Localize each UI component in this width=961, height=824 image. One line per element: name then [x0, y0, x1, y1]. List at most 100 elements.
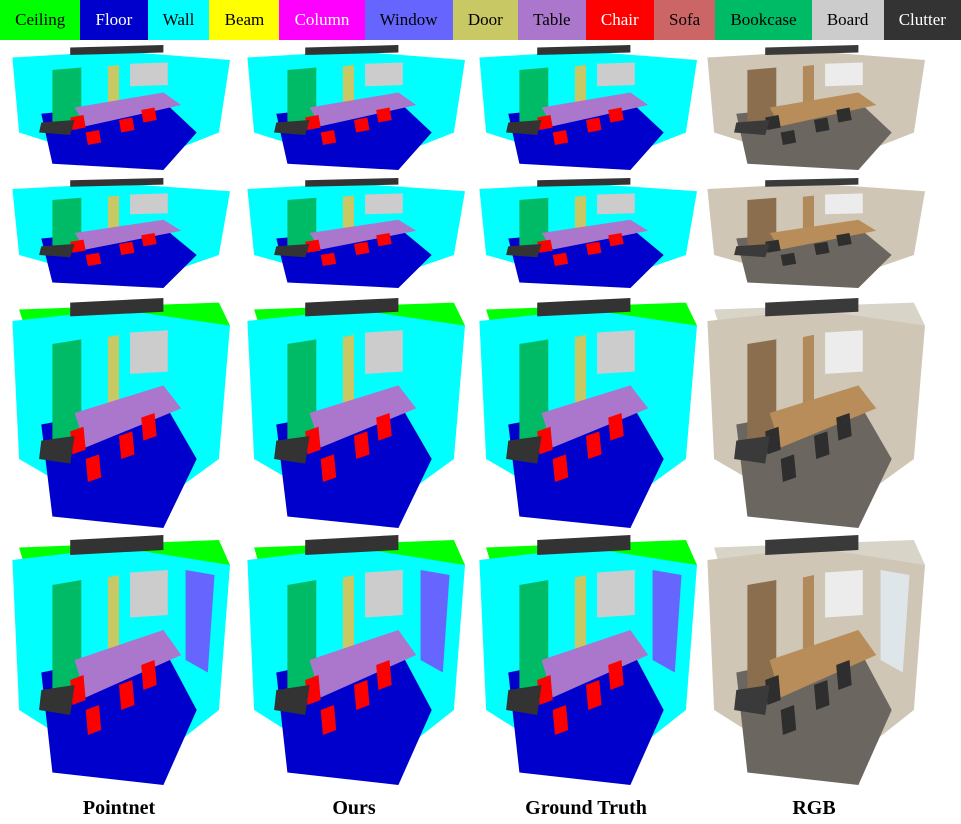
door — [574, 65, 586, 103]
window — [652, 570, 682, 673]
legend-item: Sofa — [653, 0, 716, 40]
window — [185, 62, 215, 114]
chair — [836, 233, 852, 247]
bookcase — [287, 67, 317, 123]
table — [769, 630, 877, 698]
door — [802, 575, 814, 650]
board — [597, 62, 635, 87]
chair — [780, 705, 797, 735]
door — [342, 65, 354, 103]
board — [825, 330, 863, 374]
window — [880, 62, 910, 114]
clutter — [305, 178, 399, 187]
point-cloud-scene — [12, 298, 231, 528]
clutter — [70, 178, 164, 187]
figure-grid: Pointnet Ours Ground Truth RGB — [12, 45, 925, 819]
legend-item: Ceiling — [0, 0, 81, 40]
board — [825, 193, 863, 215]
legend-item: Wall — [147, 0, 210, 40]
column-label: RGB — [792, 797, 835, 819]
column-label: Ours — [332, 797, 376, 819]
point-cloud-scene — [479, 298, 697, 528]
legend-item: Table — [517, 0, 586, 40]
board — [825, 62, 863, 87]
chair — [376, 660, 392, 690]
chair — [836, 413, 852, 441]
point-cloud-scene — [707, 298, 925, 528]
clutter — [305, 298, 399, 317]
chair — [305, 239, 321, 253]
bookcase — [519, 197, 549, 247]
board — [365, 193, 403, 215]
bookcase — [519, 339, 549, 441]
chair — [119, 117, 135, 133]
board — [597, 193, 635, 215]
point-cloud-scene — [247, 535, 465, 785]
clutter — [506, 120, 542, 135]
chair — [537, 675, 553, 705]
clutter — [70, 298, 164, 317]
board — [365, 570, 403, 618]
column-label: Ground Truth — [525, 797, 647, 819]
table — [769, 385, 877, 448]
door — [107, 195, 119, 229]
chair — [354, 241, 370, 255]
point-cloud-scene — [12, 45, 231, 170]
door — [107, 334, 119, 404]
window — [185, 330, 215, 425]
chair — [320, 454, 337, 482]
window — [652, 62, 682, 114]
clutter — [39, 436, 75, 464]
table — [541, 385, 649, 448]
point-cloud-scene — [707, 178, 925, 288]
chair — [376, 413, 392, 441]
chair — [814, 241, 830, 255]
table — [541, 92, 649, 127]
bookcase — [52, 580, 82, 690]
clutter — [305, 535, 399, 555]
chair — [608, 233, 624, 247]
bookcase — [52, 197, 82, 247]
chair — [85, 454, 102, 482]
door — [342, 195, 354, 229]
chair — [552, 454, 569, 482]
window — [880, 570, 910, 673]
chair — [814, 431, 830, 459]
clutter — [765, 178, 859, 187]
table — [309, 630, 417, 698]
legend-item: Beam — [209, 0, 280, 40]
board — [365, 330, 403, 374]
bookcase — [52, 67, 82, 123]
chair — [780, 454, 797, 482]
clutter — [734, 120, 770, 135]
chair — [765, 426, 781, 455]
chair — [85, 130, 102, 145]
table — [541, 630, 649, 698]
bookcase — [519, 580, 549, 690]
clutter — [274, 436, 310, 464]
clutter — [537, 45, 631, 55]
door — [574, 575, 586, 650]
board — [130, 570, 168, 618]
chair — [586, 680, 602, 710]
chair — [537, 239, 553, 253]
board — [597, 330, 635, 374]
point-cloud-scene — [247, 178, 465, 288]
chair — [765, 239, 781, 253]
chair — [608, 660, 624, 690]
door — [342, 334, 354, 404]
chair — [70, 115, 86, 130]
legend-item: Door — [452, 0, 518, 40]
point-cloud-scene — [247, 45, 465, 170]
window — [420, 193, 450, 239]
clutter — [506, 244, 542, 258]
table — [309, 92, 417, 127]
door — [802, 334, 814, 404]
window — [420, 330, 450, 425]
chair — [119, 241, 135, 255]
board — [365, 62, 403, 87]
clutter — [734, 436, 770, 464]
chair — [70, 675, 86, 705]
chair — [586, 431, 602, 459]
clutter — [274, 685, 310, 715]
